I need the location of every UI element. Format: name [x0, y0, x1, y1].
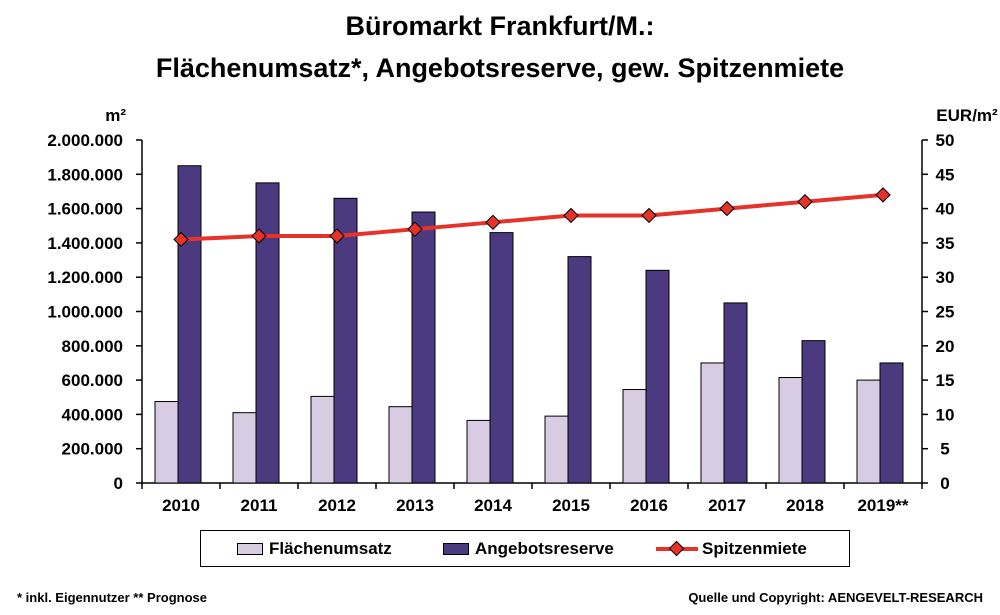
bar-flaechenumsatz — [544, 415, 569, 484]
y-tick-label: 800.000 — [62, 337, 123, 356]
bar-flaechenumsatz — [778, 377, 803, 484]
y2-tick-label: 35 — [936, 234, 955, 253]
y-tick-label: 1.800.000 — [47, 165, 123, 184]
y-tick-label: 1.600.000 — [47, 200, 123, 219]
bar-angebotsreserve — [879, 362, 904, 484]
marker-spitzenmiete — [329, 228, 345, 244]
bar-angebotsreserve — [489, 232, 514, 484]
marker-spitzenmiete — [173, 231, 189, 248]
legend-swatch-flaechenumsatz — [237, 542, 263, 555]
x-tick-label: 2016 — [630, 496, 668, 515]
y2-tick-label: 15 — [936, 371, 955, 390]
legend-line-spitzenmiete — [656, 540, 698, 556]
y-tick-label: 400.000 — [62, 405, 123, 424]
y-tick-label: 1.200.000 — [47, 268, 123, 287]
y-tick-label: 0 — [114, 474, 123, 493]
bar-angebotsreserve — [567, 256, 592, 484]
chart-subtitle: Flächenumsatz*, Angebotsreserve, gew. Sp… — [155, 53, 845, 83]
y-tick-label: 1.400.000 — [47, 234, 123, 253]
y-tick-label: 2.000.000 — [47, 131, 123, 150]
legend-item-flaechenumsatz: Flächenumsatz — [237, 531, 392, 566]
marker-spitzenmiete — [251, 228, 267, 244]
legend-label-spitzenmiete: Spitzenmiete — [702, 538, 807, 558]
y2-tick-label: 5 — [940, 440, 949, 459]
x-tick-label: 2017 — [708, 496, 746, 515]
bar-flaechenumsatz — [154, 401, 179, 484]
legend-swatch-angebotsreserve — [443, 542, 469, 555]
y-tick-label: 200.000 — [62, 440, 123, 459]
bar-flaechenumsatz — [310, 395, 335, 484]
bar-flaechenumsatz — [700, 362, 725, 484]
bar-angebotsreserve — [723, 302, 748, 484]
x-tick-label: 2013 — [396, 496, 434, 515]
x-tick-label: 2010 — [162, 496, 200, 515]
bar-angebotsreserve — [411, 211, 436, 484]
y2-tick-label: 0 — [940, 474, 949, 493]
footnote: * inkl. Eigennutzer ** Prognose — [17, 590, 207, 605]
line-spitzenmiete — [180, 192, 884, 242]
marker-spitzenmiete — [641, 207, 657, 224]
x-tick-label: 2015 — [552, 496, 590, 515]
legend: Flächenumsatz Angebotsreserve Spitzenmie… — [200, 530, 850, 567]
y2-tick-label: 30 — [936, 268, 955, 287]
marker-spitzenmiete — [485, 214, 501, 231]
marker-spitzenmiete — [563, 207, 579, 224]
x-tick-label: 2012 — [318, 496, 356, 515]
bar-flaechenumsatz — [622, 389, 647, 484]
chart-title: Büromarkt Frankfurt/M.: — [345, 11, 655, 41]
y-tick-label: 1.000.000 — [47, 303, 123, 322]
bar-angebotsreserve — [255, 182, 280, 484]
y2-tick-label: 25 — [936, 303, 955, 322]
x-tick-label: 2018 — [786, 496, 824, 515]
y2-tick-label: 50 — [936, 131, 955, 150]
y2-tick-label: 20 — [936, 337, 955, 356]
y2-tick-label: 45 — [936, 165, 955, 184]
y2-axis-unit: EUR/m² — [936, 106, 998, 125]
legend-label-angebotsreserve: Angebotsreserve — [475, 538, 614, 558]
bar-angebotsreserve — [801, 340, 826, 484]
marker-spitzenmiete — [875, 187, 891, 203]
bar-flaechenumsatz — [856, 379, 881, 484]
legend-item-spitzenmiete: Spitzenmiete — [656, 531, 807, 566]
bar-flaechenumsatz — [466, 419, 491, 484]
x-tick-label: 2019** — [857, 496, 908, 515]
bar-angebotsreserve — [333, 197, 358, 484]
marker-spitzenmiete — [407, 221, 423, 237]
y-tick-label: 600.000 — [62, 371, 123, 390]
y2-tick-label: 40 — [936, 200, 955, 219]
source-note: Quelle und Copyright: AENGEVELT-RESEARCH — [688, 590, 983, 605]
y2-tick-label: 10 — [936, 405, 955, 424]
bar-flaechenumsatz — [232, 412, 257, 484]
bar-flaechenumsatz — [388, 406, 413, 484]
marker-spitzenmiete — [797, 194, 813, 210]
bar-angebotsreserve — [645, 269, 670, 484]
marker-spitzenmiete — [719, 200, 735, 217]
x-tick-label: 2011 — [241, 496, 278, 515]
y-axis-unit: m² — [105, 106, 126, 125]
bar-angebotsreserve — [177, 165, 202, 484]
x-tick-label: 2014 — [474, 496, 512, 515]
legend-item-angebotsreserve: Angebotsreserve — [443, 531, 614, 566]
legend-label-flaechenumsatz: Flächenumsatz — [269, 538, 392, 558]
